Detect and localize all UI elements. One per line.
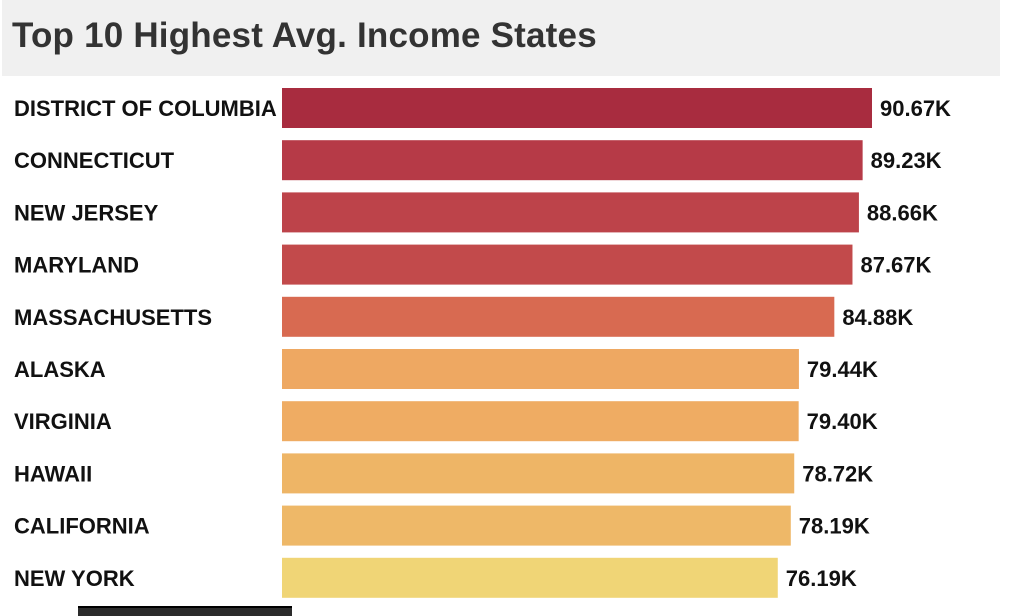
bottom-tab[interactable] [78, 606, 292, 616]
category-label: NEW JERSEY [14, 200, 159, 225]
value-label: 78.72K [802, 461, 873, 486]
value-label: 87.67K [860, 253, 931, 278]
chart-title: Top 10 Highest Avg. Income States [12, 16, 597, 55]
category-label: CALIFORNIA [14, 514, 150, 539]
category-label: NEW YORK [14, 566, 135, 591]
category-label: MARYLAND [14, 253, 139, 278]
value-label: 90.67K [880, 96, 951, 121]
bar[interactable] [282, 349, 799, 389]
bar[interactable] [282, 88, 872, 128]
category-label: ALASKA [14, 357, 106, 382]
value-label: 84.88K [842, 305, 913, 330]
bar[interactable] [282, 192, 859, 233]
value-label: 79.44K [807, 357, 878, 382]
bar[interactable] [282, 244, 853, 285]
bar[interactable] [282, 505, 791, 546]
category-label: DISTRICT OF COLUMBIA [14, 96, 277, 121]
bar[interactable] [282, 557, 778, 598]
bar[interactable] [282, 453, 795, 494]
category-label: MASSACHUSETTS [14, 305, 212, 330]
bar[interactable] [282, 296, 835, 337]
category-label: HAWAII [14, 461, 92, 486]
category-label: VIRGINIA [14, 409, 112, 434]
category-label: CONNECTICUT [14, 148, 175, 173]
value-label: 89.23K [871, 148, 942, 173]
value-label: 88.66K [867, 200, 938, 225]
bar[interactable] [282, 401, 799, 442]
value-label: 78.19K [799, 514, 870, 539]
value-label: 79.40K [807, 409, 878, 434]
title-bar: Top 10 Highest Avg. Income States [2, 0, 1000, 76]
value-label: 76.19K [786, 566, 857, 591]
bar[interactable] [282, 140, 863, 181]
bar-chart: DISTRICT OF COLUMBIA 90.67K CONNECTICUT 89.… [14, 88, 951, 598]
